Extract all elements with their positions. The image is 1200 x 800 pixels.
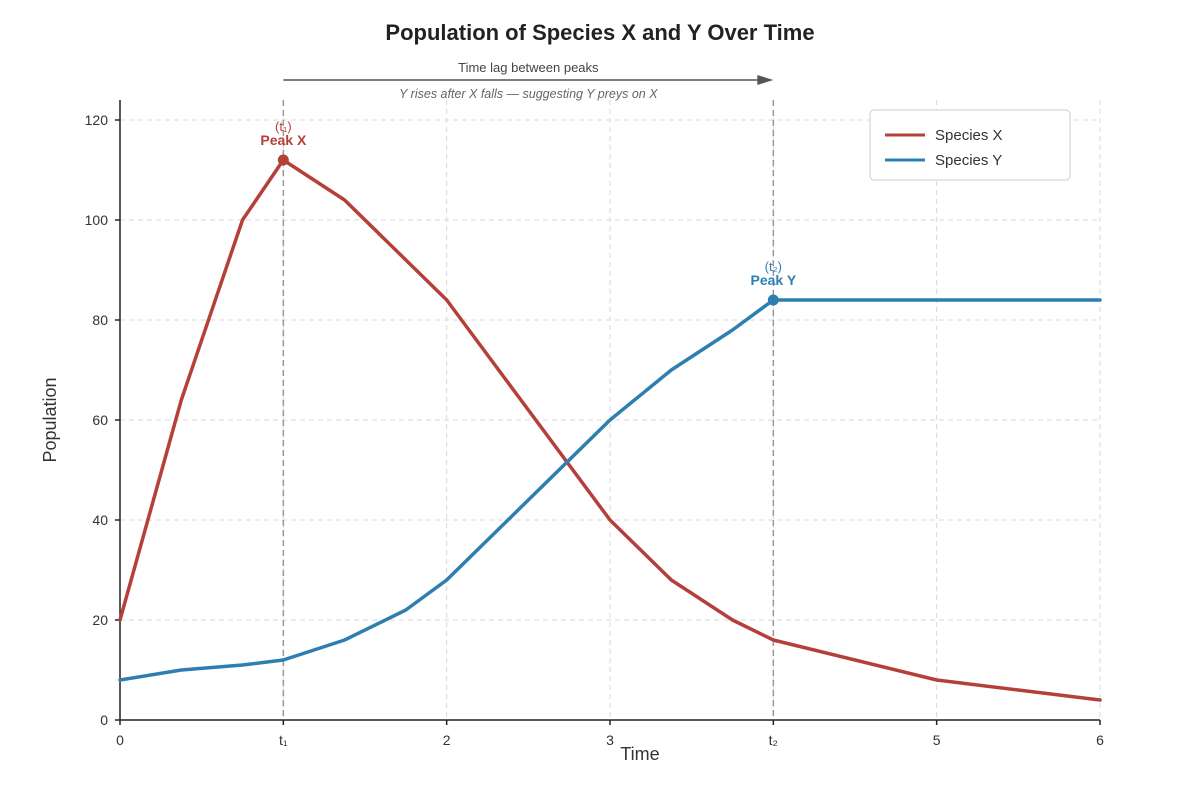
peak-y-label: Peak Y — [750, 272, 796, 288]
y-tick-label: 60 — [92, 412, 108, 428]
y-tick-label: 80 — [92, 312, 108, 328]
legend-label-species-x: Species X — [935, 127, 1003, 144]
y-axis-label: Population — [40, 377, 60, 462]
y-tick-label: 100 — [85, 212, 109, 228]
lag-arrow-head-icon — [757, 75, 774, 85]
x-tick-label: t₂ — [769, 732, 778, 748]
chart-title: Population of Species X and Y Over Time — [385, 20, 814, 45]
x-tick-label: 0 — [116, 732, 124, 748]
peak-x-marker — [277, 154, 289, 166]
series-line-species-y — [118, 298, 1102, 682]
x-tick-label: 5 — [933, 732, 941, 748]
series-lines — [118, 158, 1102, 702]
y-tick-label: 20 — [92, 612, 108, 628]
peak-x-label: Peak X — [260, 132, 307, 148]
grid-lines — [119, 100, 1101, 721]
peak-y-marker — [767, 294, 779, 306]
axes — [115, 100, 1101, 725]
peak-y-time-tag: (t₂) — [765, 259, 782, 274]
reference-lines — [282, 100, 775, 720]
x-tick-labels: 0 t₁ 2 3 t₂ 5 6 — [116, 732, 1104, 748]
y-tick-label: 0 — [100, 712, 108, 728]
peak-x-time-tag: (t₁) — [275, 119, 292, 134]
lag-annotation-subtext: Y rises after X falls — suggesting Y pre… — [399, 87, 658, 101]
x-tick-label: 6 — [1096, 732, 1104, 748]
x-tick-label: 3 — [606, 732, 614, 748]
x-axis-label: Time — [620, 744, 659, 764]
x-tick-label: t₁ — [279, 732, 288, 748]
y-tick-labels: 0 20 40 60 80 100 120 — [85, 112, 109, 728]
lag-annotation-text: Time lag between peaks — [458, 60, 599, 75]
legend: Species X Species Y — [869, 109, 1071, 181]
peak-markers: (t₁)Peak X (t₂)Peak Y — [260, 119, 797, 306]
x-tick-label: 2 — [443, 732, 451, 748]
legend-label-species-y: Species Y — [935, 152, 1002, 169]
y-tick-label: 40 — [92, 512, 108, 528]
legend-box — [869, 109, 1071, 181]
time-lag-annotation: Time lag between peaks Y rises after X f… — [283, 60, 774, 101]
y-tick-label: 120 — [85, 112, 109, 128]
series-line-species-x — [118, 158, 1102, 702]
